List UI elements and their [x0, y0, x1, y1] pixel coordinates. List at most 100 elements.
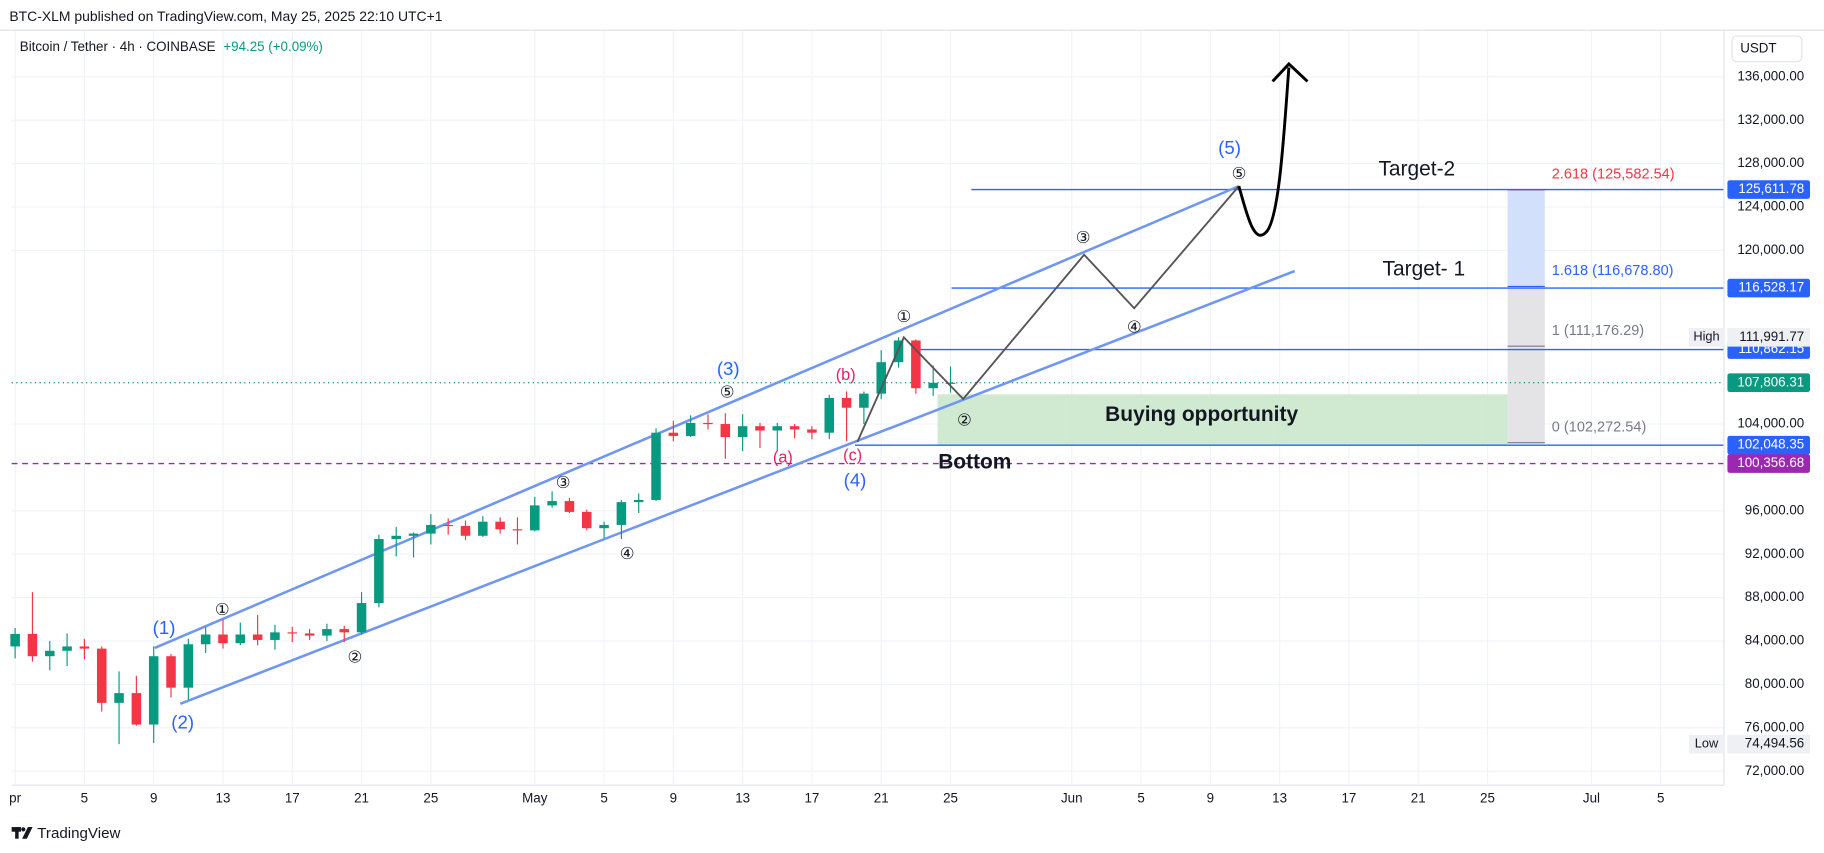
grid	[11, 30, 1724, 786]
wave-label: ③	[556, 474, 571, 492]
candle-body	[374, 539, 384, 604]
price-badge-label: 125,611.78	[1738, 181, 1804, 196]
wave-label: ④	[620, 545, 635, 563]
x-tick-label: 5	[1657, 791, 1664, 806]
wave-label: (2)	[171, 711, 194, 732]
candle-body	[789, 426, 800, 430]
price-axis-bg	[1723, 30, 1824, 798]
x-tick-label: 13	[735, 791, 750, 806]
extreme-tag: Low	[1695, 736, 1719, 751]
annotation: Bottom	[938, 450, 1011, 473]
candle-body	[599, 524, 609, 529]
extreme-tag-bg	[1689, 328, 1724, 347]
candle-body	[841, 397, 852, 408]
y-tick-label: 128,000.00	[1737, 155, 1804, 170]
logo	[11, 827, 33, 839]
x-tick-label: 17	[804, 791, 819, 806]
candle-body	[945, 382, 956, 384]
currency-box[interactable]	[1731, 35, 1803, 63]
currency[interactable]: USDT	[1740, 40, 1776, 55]
candle-body	[495, 521, 505, 530]
y-tick-label: 92,000.00	[1745, 546, 1804, 561]
y-tick-label: 88,000.00	[1745, 589, 1804, 604]
price-badge	[1727, 373, 1811, 393]
extreme-label: 74,494.56	[1745, 736, 1804, 751]
candle-body	[824, 397, 835, 433]
x-tick-label: 9	[150, 791, 157, 806]
wave-label: ⑤	[1232, 165, 1247, 183]
y-tick-label: 80,000.00	[1745, 676, 1804, 691]
extreme-tag-bg	[1689, 734, 1724, 754]
candle-body	[685, 422, 696, 436]
fib-label: 1 (111,176.29)	[1552, 323, 1644, 339]
annotations: 2.618 (125,582.54) 1.618 (116,678.80) 1 (1…	[153, 137, 1675, 733]
price-badge	[1727, 278, 1811, 298]
x-tick-label: 21	[874, 791, 889, 806]
x-tick-label: 13	[1272, 791, 1287, 806]
wave-label: ②	[957, 411, 972, 429]
candle-body	[703, 422, 713, 425]
wave-label: ⑤	[720, 383, 735, 401]
wave-label: (c)	[843, 446, 862, 464]
candle-body	[633, 499, 644, 503]
annotation: Target- 1	[1383, 257, 1466, 280]
y-tick-label: 76,000.00	[1745, 719, 1804, 734]
wave-label: (4)	[844, 470, 867, 491]
fib-band	[1507, 189, 1545, 287]
change: +94.25 (+0.09%)	[223, 39, 323, 54]
candle-body	[62, 646, 72, 651]
candle-body	[616, 502, 627, 525]
price-badge	[1727, 454, 1811, 473]
candle-body	[183, 644, 194, 688]
wave-label: (5)	[1218, 137, 1241, 158]
price-badge	[1727, 180, 1811, 199]
candle-body	[166, 656, 176, 688]
candle-body	[581, 511, 592, 529]
wave-label: (3)	[717, 358, 740, 379]
candle-body	[131, 693, 142, 725]
price-badge-label: 102,048.35	[1737, 437, 1804, 452]
wave-label: ②	[348, 649, 363, 667]
y-tick-label: 84,000.00	[1745, 633, 1804, 648]
wave-label: (1)	[153, 617, 176, 638]
projection-arrow	[1237, 67, 1291, 237]
x-tick-label: 17	[285, 791, 300, 806]
candle-body	[859, 393, 869, 408]
candle-body	[339, 629, 350, 633]
candle-body	[737, 426, 748, 438]
x-tick-label: pr	[9, 791, 21, 806]
candle-body	[512, 529, 523, 531]
fib-label: 2.618 (125,582.54)	[1552, 167, 1675, 183]
fib-label: 1.618 (116,678.80)	[1552, 263, 1674, 279]
candle-body	[651, 432, 661, 500]
candle-body	[720, 424, 731, 438]
symbol: Bitcoin / Tether · 4h · COINBASE	[20, 39, 216, 54]
y-tick-label: 120,000.00	[1737, 242, 1804, 257]
candle-body	[79, 646, 90, 649]
candle-body	[807, 429, 817, 433]
extreme-tag: High	[1693, 329, 1719, 344]
candle-body	[218, 634, 228, 644]
fib-bands	[1507, 189, 1545, 444]
wave-label: ③	[1076, 229, 1091, 247]
x-tick-label: 21	[354, 791, 369, 806]
x-tick-label: Jun	[1061, 791, 1083, 806]
candle-body	[148, 656, 159, 725]
brand: TradingView	[37, 825, 120, 842]
wave-label: ④	[1127, 318, 1142, 336]
axes: 72,000.00 76,000.00 80,000.00 84,000.00 88,0…	[9, 68, 1811, 806]
candle-body	[252, 634, 263, 640]
x-tick-label: 9	[670, 791, 677, 806]
y-tick-label: 132,000.00	[1737, 112, 1804, 127]
x-tick-label: 5	[600, 791, 607, 806]
wave-label: ①	[897, 308, 912, 326]
x-tick-label: 17	[1341, 791, 1356, 806]
candle-body	[755, 426, 765, 431]
level-lines	[11, 188, 1724, 465]
buy-zone	[937, 394, 1508, 446]
wave-label: (a)	[773, 449, 793, 467]
wave-label: (b)	[836, 366, 856, 384]
fib-label: 0 (102,272.54)	[1552, 419, 1647, 435]
candle-body	[928, 382, 938, 389]
x-tick-label: 5	[1137, 791, 1144, 806]
